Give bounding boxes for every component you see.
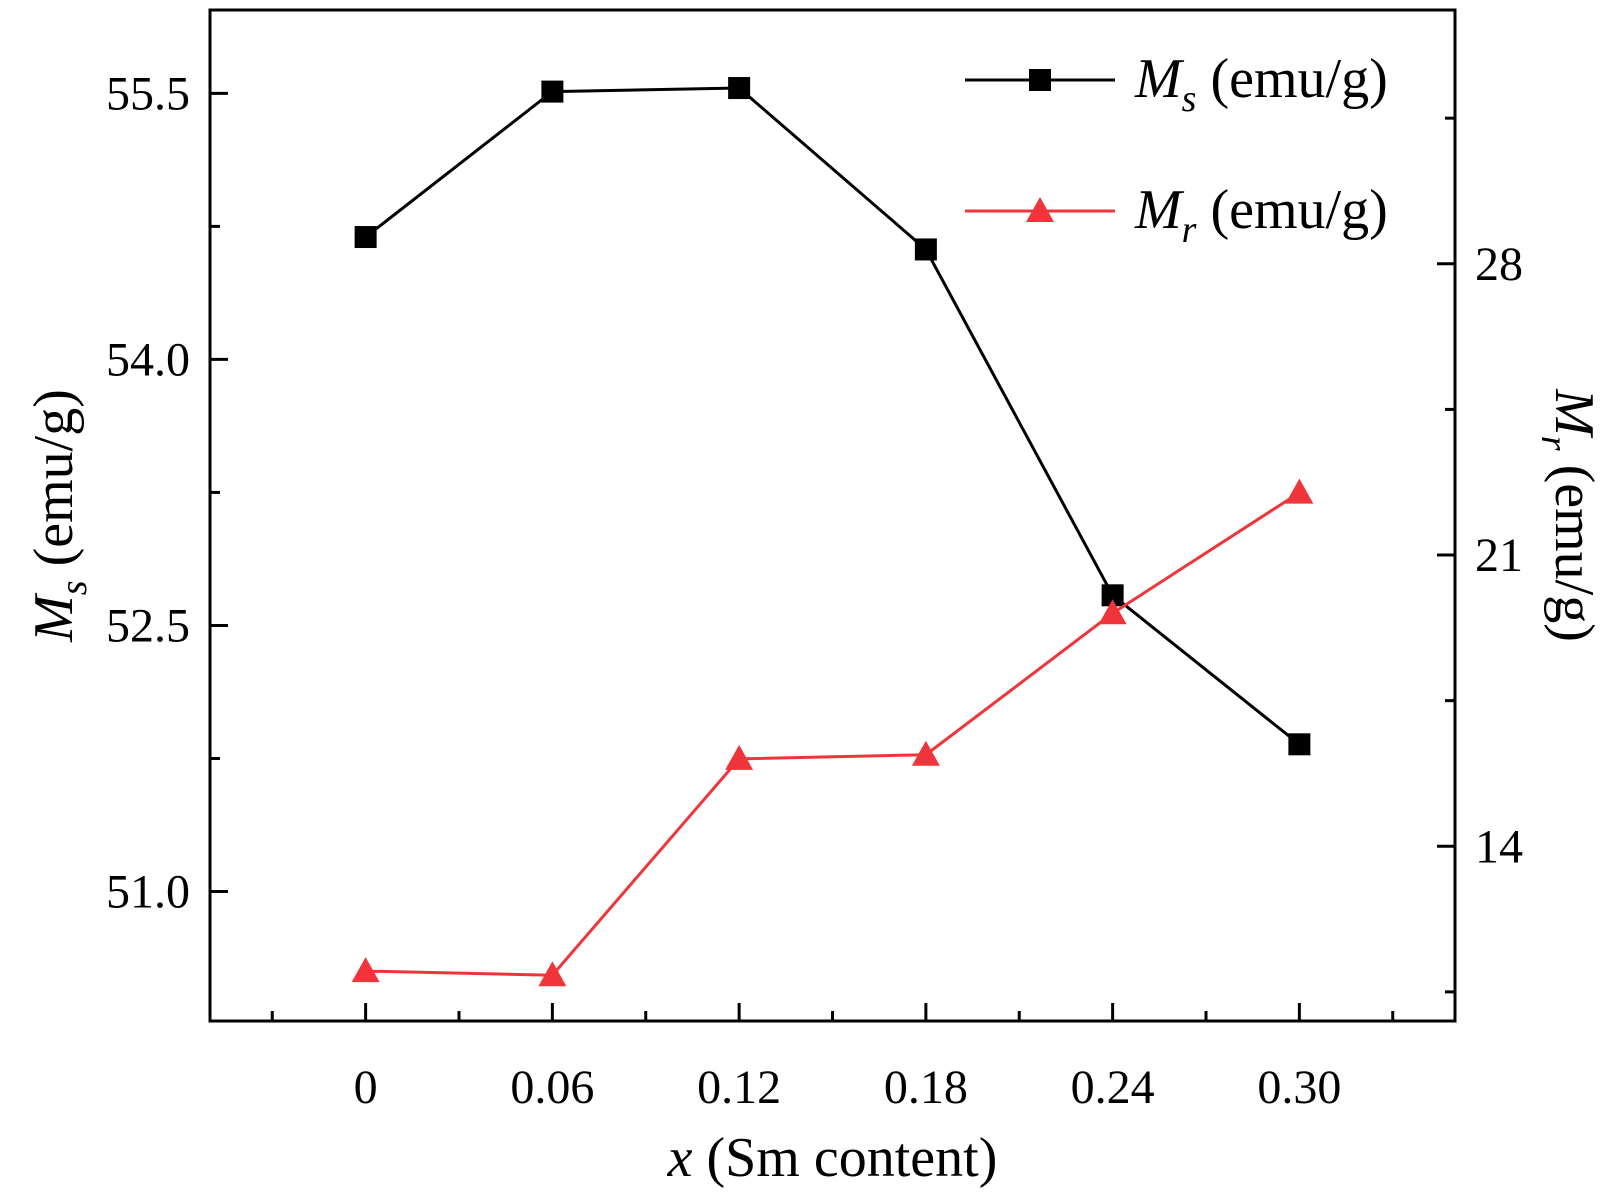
data-point-ms bbox=[1288, 733, 1311, 756]
data-point-mr bbox=[538, 961, 567, 987]
right-tick-label: 14 bbox=[1475, 820, 1523, 873]
series-line-mr bbox=[365, 491, 1301, 977]
legend-label-ms: Ms (emu/g) bbox=[1134, 48, 1388, 120]
x-tick-label: 0.18 bbox=[884, 1061, 968, 1114]
series-line-ms bbox=[364, 86, 1301, 746]
data-point-mr bbox=[351, 957, 380, 983]
data-point-ms bbox=[728, 77, 751, 100]
x-tick-label: 0.12 bbox=[697, 1061, 781, 1114]
plot-series bbox=[351, 77, 1314, 987]
axes: 0 0.06 0.12 0.18 0.24 0.30 51.0 52.5 54.0 55.5 14 2… bbox=[106, 8, 1523, 1114]
x-axis-label: x (Sm content) bbox=[667, 1127, 998, 1189]
legend-marker-ms bbox=[1029, 69, 1051, 91]
x-tick-label: 0.24 bbox=[1071, 1061, 1155, 1114]
data-point-mr bbox=[911, 740, 940, 766]
right-tick-label: 28 bbox=[1475, 238, 1523, 291]
legend: Ms (emu/g) Mr (emu/g) bbox=[965, 48, 1388, 251]
data-point-mr bbox=[1098, 599, 1127, 625]
legend-marker-mr bbox=[1026, 197, 1054, 222]
axis-labels: x (Sm content) Ms (emu/g) Mr (emu/g) bbox=[23, 388, 1605, 1189]
x-tick-label: 0.06 bbox=[510, 1061, 594, 1114]
legend-label-mr: Mr (emu/g) bbox=[1134, 179, 1388, 251]
left-tick-label: 52.5 bbox=[106, 599, 190, 652]
left-tick-label: 54.0 bbox=[106, 333, 190, 386]
left-y-axis-label: Ms (emu/g) bbox=[23, 389, 95, 643]
data-point-ms bbox=[1101, 584, 1124, 607]
data-point-mr bbox=[1285, 478, 1314, 504]
left-tick-label: 55.5 bbox=[106, 67, 190, 120]
x-tick-label: 0 bbox=[354, 1061, 378, 1114]
x-tick-label: 0.30 bbox=[1257, 1061, 1341, 1114]
left-tick-label: 51.0 bbox=[106, 866, 190, 919]
data-point-ms bbox=[541, 80, 564, 103]
plot-frame bbox=[208, 8, 1457, 1023]
data-point-ms bbox=[914, 238, 937, 261]
data-point-mr bbox=[725, 744, 754, 770]
right-tick-label: 21 bbox=[1475, 529, 1523, 582]
right-y-axis-label: Mr (emu/g) bbox=[1533, 388, 1605, 642]
data-point-ms bbox=[354, 226, 377, 249]
